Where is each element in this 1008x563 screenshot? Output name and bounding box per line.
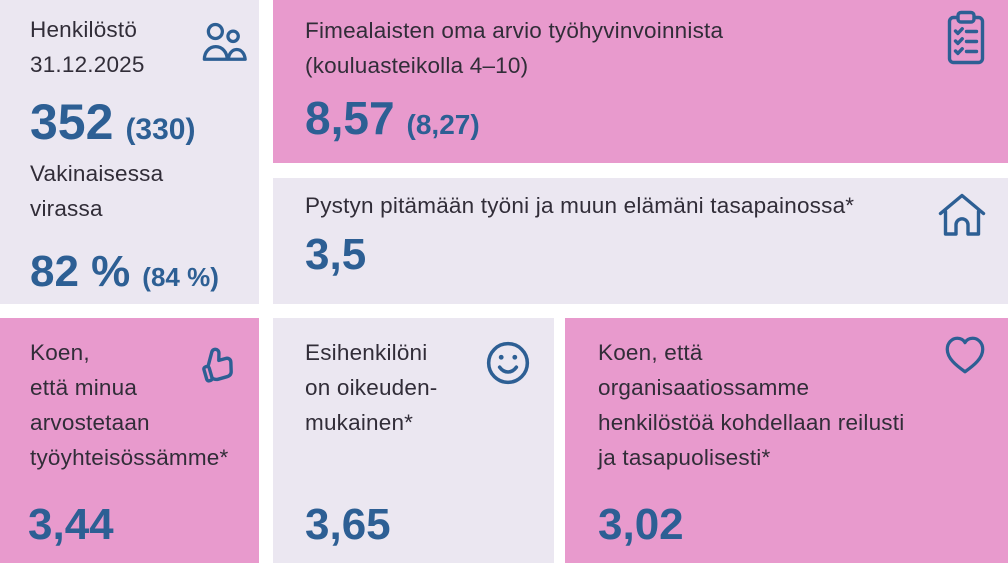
label-line: virassa [30,196,103,221]
permanent-value: 82 % [30,247,131,296]
title-line: henkilöstöä kohdellaan reilusti [598,410,905,435]
thumbs-up-icon [195,340,243,388]
balance-metric: 3,5 [305,231,366,279]
card-title: Koen, että organisaatiossamme henkilöstö… [598,335,904,475]
heart-icon [942,333,988,376]
home-icon [936,190,988,240]
title-line: Esihenkilöni [305,340,428,365]
permanent-previous: (84 %) [142,262,219,292]
headcount-previous: (330) [125,113,196,146]
balance-value: 3,5 [305,230,367,279]
fairness-value: 3,02 [598,500,684,550]
card-reiluus: Koen, että organisaatiossamme henkilöstö… [565,318,1008,563]
card-title: Fimealaisten oma arvio työhyvinvoinnista… [305,13,723,83]
title-line: työyhteisössämme* [30,445,229,470]
wellbeing-metric: 8,57 (8,27) [305,92,480,144]
smiley-icon [485,340,531,386]
card-henkilosto: Henkilöstö 31.12.2025 352 (330) Vakinais… [0,0,259,304]
label-line: Vakinaisessa [30,161,164,186]
card-esihenkilo: Esihenkilöni on oikeuden- mukainen* 3,65 [273,318,554,563]
wellbeing-value: 8,57 [305,92,395,144]
headcount-value: 352 [30,94,114,150]
clipboard-checklist-icon [946,10,986,67]
supervisor-metric: 3,65 [305,501,391,549]
fairness-metric: 3,02 [598,501,684,549]
card-arvostus: Koen, että minua arvostetaan työyhteisös… [0,318,259,563]
appreciation-metric: 3,44 [28,501,114,549]
card-title: Pystyn pitämään työni ja muun elämäni ta… [305,188,854,223]
title-line: Koen, [30,340,90,365]
card-title: Esihenkilöni on oikeuden- mukainen* [305,335,438,440]
title-line: Pystyn pitämään työni ja muun elämäni ta… [305,193,855,218]
title-line: että minua [30,375,138,400]
card-title: Koen, että minua arvostetaan työyhteisös… [30,335,228,475]
people-icon [201,21,247,65]
title-line: on oikeuden- [305,375,438,400]
headcount-metric: 352 (330) [30,95,195,149]
card-title: Henkilöstö 31.12.2025 [30,12,145,82]
title-line: Fimealaisten oma arvio työhyvinvoinnista [305,18,724,43]
permanent-label: Vakinaisessa virassa [30,156,163,226]
title-line: arvostetaan [30,410,150,435]
title-line: Koen, että [598,340,703,365]
wellbeing-previous: (8,27) [406,109,480,140]
card-tyohyvinvointi: Fimealaisten oma arvio työhyvinvoinnista… [273,0,1008,163]
title-line: organisaatiossamme [598,375,810,400]
title-line: mukainen* [305,410,414,435]
card-tasapaino: Pystyn pitämään työni ja muun elämäni ta… [273,178,1008,304]
permanent-metric: 82 % (84 %) [30,248,219,296]
supervisor-value: 3,65 [305,500,391,550]
title-line: Henkilöstö [30,17,138,42]
title-line: ja tasapuolisesti* [598,445,771,470]
appreciation-value: 3,44 [28,500,114,550]
title-line: 31.12.2025 [30,52,145,77]
title-line: (kouluasteikolla 4–10) [305,53,529,78]
